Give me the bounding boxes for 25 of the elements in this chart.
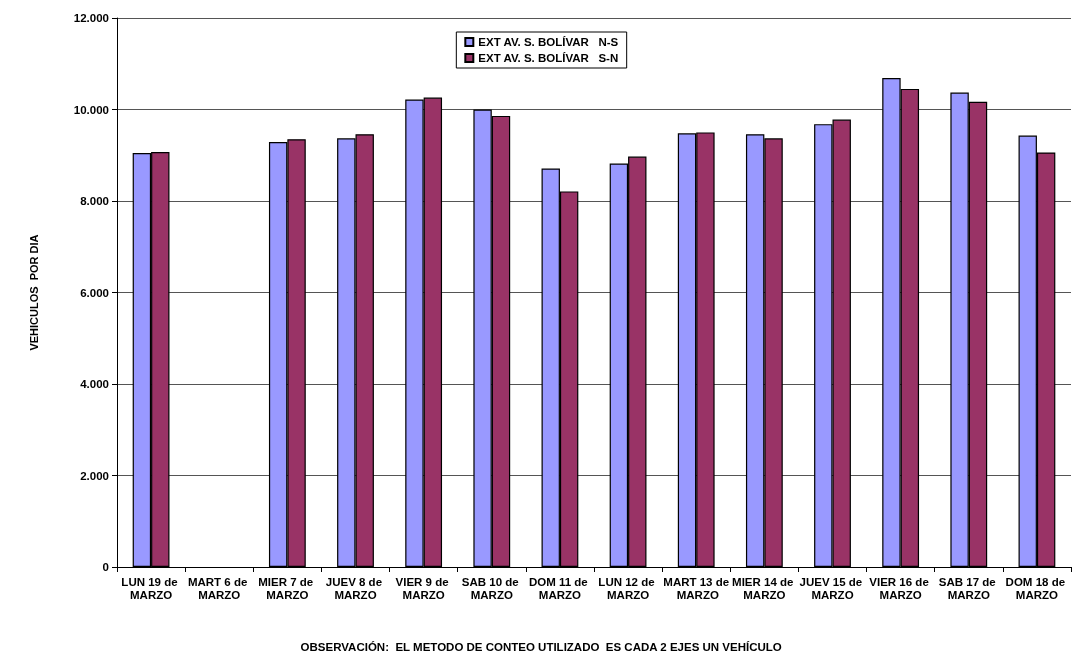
y-tick-label: 10.000 [73,103,109,116]
x-tick-label: SAB 17 de MARZO [938,575,999,601]
legend-label: EXT AV. S. BOLÍVAR N-S [478,36,619,48]
x-tick-label: MART 13 de MARZO [663,575,730,601]
x-tick-label: VIER 16 de MARZO [869,575,932,601]
legend-label: EXT AV. S. BOLÍVAR S-N [478,52,619,64]
x-tick-label: DOM 11 de MARZO [528,575,591,601]
y-tick-label: 8.000 [80,195,109,207]
y-tick-label: 12.000 [73,12,109,24]
x-tick-label: SAB 10 de MARZO [461,575,522,601]
y-tick-label: 4.000 [80,378,109,390]
y-tick-label: 6.000 [80,286,109,299]
x-tick-label: MIER 7 de MARZO [258,575,317,601]
x-tick-label: JUEV 15 de MARZO [799,575,866,601]
x-tick-label: LUN 12 de MARZO [598,575,658,601]
x-tick-label: VIER 9 de MARZO [395,575,452,601]
x-tick-label: LUN 19 de MARZO [121,575,181,601]
x-tick-label: DOM 18 de MARZO [1005,575,1069,601]
x-tick-label: MART 6 de MARZO [187,575,251,601]
y-tick-label: 2.000 [80,469,109,482]
y-tick-label: 0 [102,561,109,573]
x-tick-label: JUEV 8 de MARZO [325,575,386,601]
y-axis-title: VEHICULOS POR DIA [27,234,40,351]
x-tick-label: MIER 14 de MARZO [732,575,797,601]
text: OBSERVACIÓN: EL METODO DE CONTEO UTILIZADO ES CADA 2 EJES UN VEHÍCULO [300,641,782,653]
